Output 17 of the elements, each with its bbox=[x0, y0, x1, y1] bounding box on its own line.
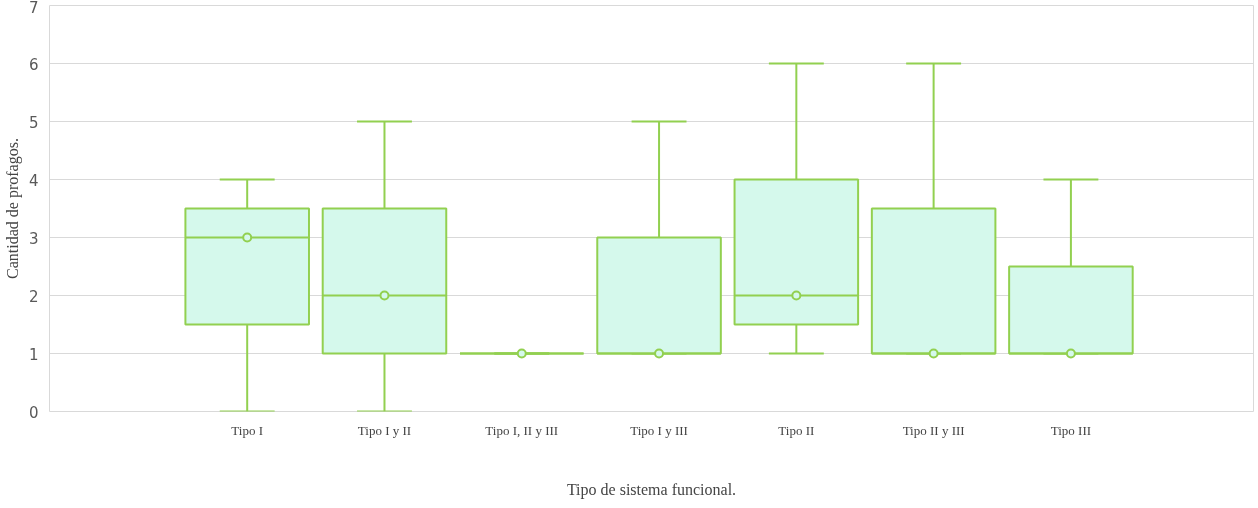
y-tick-label: 6 bbox=[28, 55, 39, 74]
y-axis-title: Cantidad de profagos. bbox=[3, 138, 22, 279]
x-tick-label: Tipo I bbox=[231, 422, 264, 438]
y-tick-label: 7 bbox=[28, 0, 39, 17]
x-tick-label: Tipo II bbox=[778, 422, 815, 438]
y-tick-label: 0 bbox=[28, 403, 39, 422]
x-tick-label: Tipo I, II y III bbox=[485, 422, 559, 438]
x-tick-label: Tipo II y III bbox=[902, 422, 965, 438]
x-tick-label: Tipo III bbox=[1050, 422, 1092, 438]
x-tick-label: Tipo I y II bbox=[357, 422, 412, 438]
y-tick-label: 4 bbox=[28, 171, 39, 190]
x-tick-label: Tipo I y III bbox=[630, 422, 688, 438]
y-tick-label: 1 bbox=[28, 345, 39, 364]
y-tick-label: 2 bbox=[28, 287, 39, 306]
y-tick-label: 5 bbox=[28, 113, 39, 132]
x-axis-title: Tipo de sistema funcional. bbox=[566, 480, 737, 499]
y-tick-label: 3 bbox=[28, 229, 39, 248]
